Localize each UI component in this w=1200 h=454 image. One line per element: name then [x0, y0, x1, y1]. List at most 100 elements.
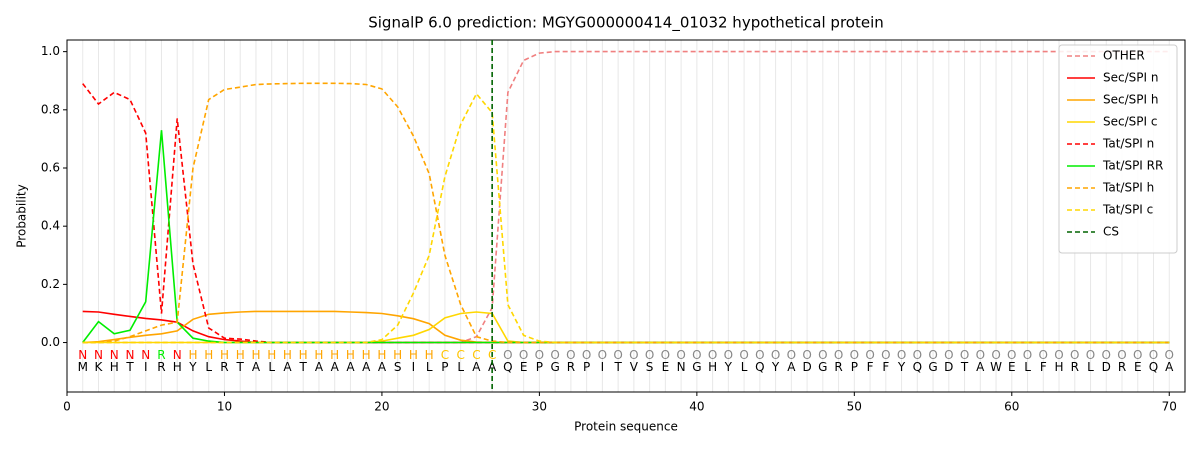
region-label: O — [1023, 348, 1032, 362]
region-label: H — [393, 348, 402, 362]
residue: A — [488, 360, 497, 374]
residue: A — [331, 360, 340, 374]
region-label: H — [236, 348, 245, 362]
x-tick-label: 70 — [1162, 400, 1177, 414]
x-tick-label: 0 — [63, 400, 71, 414]
residue: L — [268, 360, 275, 374]
region-label: H — [220, 348, 229, 362]
y-tick-label: 0.2 — [41, 277, 60, 291]
region-label: O — [739, 348, 748, 362]
residue: A — [315, 360, 324, 374]
legend-label: Sec/SPI c — [1103, 115, 1157, 129]
region-label: H — [330, 348, 339, 362]
residue: L — [426, 360, 433, 374]
residue: I — [412, 360, 416, 374]
region-label: O — [1054, 348, 1063, 362]
region-label: O — [1007, 348, 1016, 362]
region-label: O — [1165, 348, 1174, 362]
region-label: R — [157, 348, 165, 362]
residue: A — [1165, 360, 1174, 374]
residue: I — [144, 360, 148, 374]
residue: R — [567, 360, 575, 374]
region-label: H — [267, 348, 276, 362]
x-tick-label: 10 — [217, 400, 232, 414]
region-label: O — [676, 348, 685, 362]
region-label: N — [141, 348, 150, 362]
residue: L — [1087, 360, 1094, 374]
region-label: N — [94, 348, 103, 362]
residue: Y — [724, 360, 733, 374]
y-tick-label: 0.0 — [41, 335, 60, 349]
residue: H — [708, 360, 717, 374]
residue: F — [1040, 360, 1047, 374]
region-label: O — [1133, 348, 1142, 362]
residue: A — [362, 360, 371, 374]
region-label: H — [346, 348, 355, 362]
residue: W — [990, 360, 1002, 374]
residue: E — [1134, 360, 1142, 374]
residue: T — [299, 360, 308, 374]
residue: D — [944, 360, 953, 374]
residue: R — [220, 360, 228, 374]
residue: Y — [897, 360, 906, 374]
region-label: O — [881, 348, 890, 362]
region-label: H — [299, 348, 308, 362]
region-label: O — [976, 348, 985, 362]
region-label: O — [566, 348, 575, 362]
region-label: O — [1117, 348, 1126, 362]
residue: T — [236, 360, 245, 374]
residue: E — [520, 360, 528, 374]
residue: D — [1102, 360, 1111, 374]
residue: Q — [913, 360, 922, 374]
residue: Y — [771, 360, 780, 374]
residue: M — [78, 360, 88, 374]
x-axis-label: Protein sequence — [574, 420, 678, 434]
residue: Y — [188, 360, 197, 374]
x-tick-label: 20 — [374, 400, 389, 414]
region-label: C — [472, 348, 480, 362]
region-label: H — [314, 348, 323, 362]
residue: Q — [755, 360, 764, 374]
region-label: N — [110, 348, 119, 362]
residue: A — [346, 360, 355, 374]
residue: L — [205, 360, 212, 374]
region-label: O — [787, 348, 796, 362]
residue: H — [1055, 360, 1064, 374]
residue: P — [536, 360, 543, 374]
residue: G — [550, 360, 559, 374]
legend-label: Sec/SPI n — [1103, 71, 1158, 85]
region-label: O — [1102, 348, 1111, 362]
residue: S — [394, 360, 402, 374]
residue: R — [1071, 360, 1079, 374]
x-tick-label: 30 — [532, 400, 547, 414]
residue: P — [441, 360, 448, 374]
region-label: O — [1149, 348, 1158, 362]
residue: D — [802, 360, 811, 374]
region-label: H — [204, 348, 213, 362]
legend-label: Tat/SPI RR — [1102, 159, 1163, 173]
legend-label: Tat/SPI c — [1102, 203, 1153, 217]
x-tick-label: 60 — [1004, 400, 1019, 414]
legend-label: Tat/SPI n — [1102, 137, 1154, 151]
region-label: O — [1070, 348, 1079, 362]
region-label: C — [441, 348, 449, 362]
region-label: O — [865, 348, 874, 362]
region-label: C — [456, 348, 464, 362]
legend-label: OTHER — [1103, 49, 1145, 63]
region-label: O — [519, 348, 528, 362]
y-tick-label: 0.6 — [41, 161, 60, 175]
region-label: O — [550, 348, 559, 362]
series-line — [82, 50, 1170, 344]
residue: Q — [1149, 360, 1158, 374]
residue: A — [252, 360, 261, 374]
region-label: O — [818, 348, 827, 362]
region-label: O — [928, 348, 937, 362]
legend-label: Tat/SPI h — [1102, 181, 1154, 195]
region-label: O — [771, 348, 780, 362]
region-label: O — [582, 348, 591, 362]
residue: A — [787, 360, 796, 374]
region-label: O — [960, 348, 969, 362]
region-label: O — [724, 348, 733, 362]
region-label: O — [661, 348, 670, 362]
residue: K — [95, 360, 104, 374]
